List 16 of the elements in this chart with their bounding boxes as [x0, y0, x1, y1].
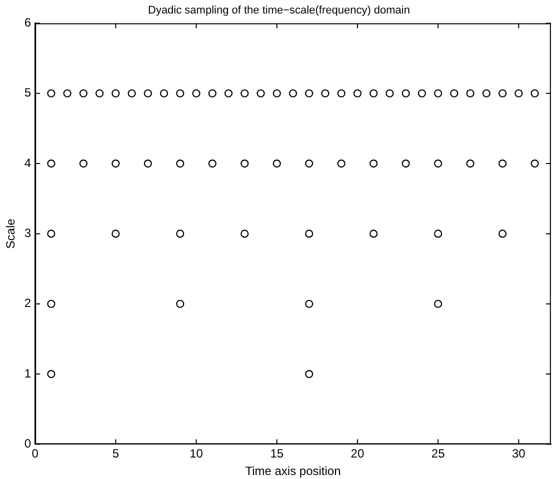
- y-tick-label: 2: [24, 296, 32, 310]
- x-tick-label: 30: [512, 446, 526, 461]
- y-tick-label: 5: [24, 86, 32, 100]
- x-tick-label: 25: [431, 446, 446, 461]
- x-tick-label: 20: [350, 446, 364, 461]
- y-axis-title: Scale: [4, 218, 18, 249]
- x-axis-title: Time axis position: [245, 464, 341, 478]
- x-tick-label: 5: [112, 446, 120, 461]
- y-tick-label: 0: [24, 436, 32, 451]
- y-tick-label: 1: [24, 366, 32, 380]
- y-tick-label: 6: [24, 16, 32, 30]
- x-tick-label: 10: [190, 446, 204, 461]
- chart-title: Dyadic sampling of the time−scale(frequency) domain: [148, 4, 410, 17]
- y-tick-label: 4: [24, 156, 32, 170]
- y-tick-label: 3: [24, 226, 32, 240]
- x-tick-label: 15: [270, 446, 284, 461]
